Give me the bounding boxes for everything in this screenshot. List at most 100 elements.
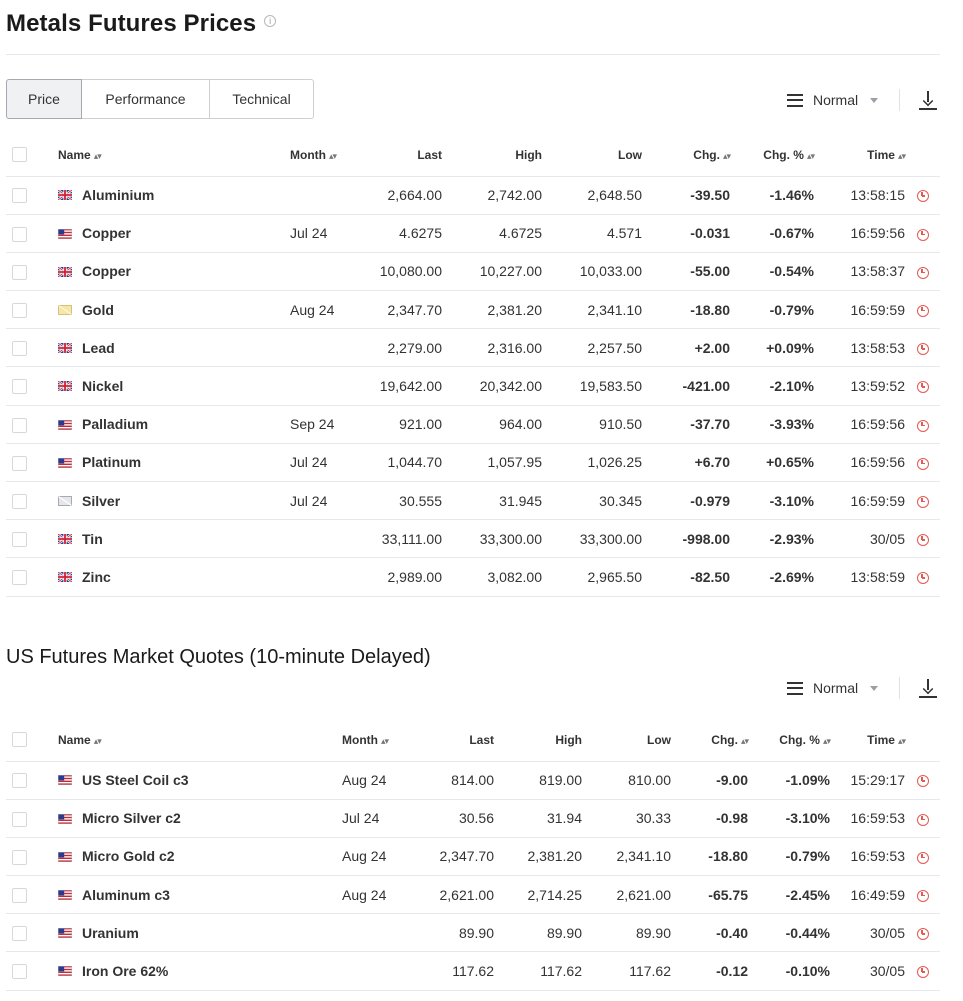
tab-price[interactable]: Price [6,79,82,119]
instrument-name[interactable]: Tin [58,519,290,559]
row-checkbox[interactable] [12,264,27,280]
row-checkbox[interactable] [12,811,27,827]
row-checkbox[interactable] [12,226,27,242]
download-icon[interactable] [919,678,938,698]
table-row[interactable]: Aluminum c3 Aug 24 2,621.00 2,714.25 2,621.0… [6,875,940,915]
row-checkbox[interactable] [12,379,27,395]
instrument-name[interactable]: Micro Gold c2 [58,837,342,877]
tab-technical[interactable]: Technical [209,79,314,119]
select-all-checkbox[interactable] [12,732,27,748]
row-checkbox[interactable] [12,188,27,204]
row-checkbox[interactable] [12,303,27,319]
instrument-name[interactable]: Silver [58,481,290,521]
status-cell [905,214,940,253]
status-cell [905,761,940,800]
row-checkbox[interactable] [12,849,27,865]
instrument-name[interactable]: Copper [58,214,290,253]
col-chg-pct[interactable]: Chg. % ▴▾ [748,719,831,762]
clock-icon [916,928,929,941]
last-update-time: 13:58:15 [814,176,905,215]
view-mode-select[interactable]: Normal [787,92,879,108]
instrument-name[interactable]: Zinc [58,557,290,597]
col-chg[interactable]: Chg. ▴▾ [671,719,749,762]
select-all-checkbox[interactable] [12,147,27,163]
table-row[interactable]: Platinum Jul 24 1,044.70 1,057.95 1,026.25 +6… [6,443,940,483]
table-row[interactable]: Gold Aug 24 2,347.70 2,381.20 2,341.10 -18.80… [6,290,940,330]
table-row[interactable]: Iron Ore 62% 117.62 117.62 117.62 -0.12 -0.10… [6,951,940,991]
row-checkbox[interactable] [12,773,27,789]
contract-month: Aug 24 [290,290,370,330]
table-row[interactable]: Uranium 89.90 89.90 89.90 -0.40 -0.44% 30/05 [6,913,940,953]
contract-month [290,366,370,406]
instrument-name[interactable]: Micro Silver c2 [58,799,342,838]
table-row[interactable]: Lead 2,279.00 2,316.00 2,257.50 +2.00 +0.09% 1… [6,328,940,368]
last-price: 30.555 [370,481,442,521]
row-select-cell [6,443,58,483]
instrument-name[interactable]: Gold [58,290,290,330]
col-name[interactable]: Name ▴▾ [58,719,342,762]
instrument-name[interactable]: Iron Ore 62% [58,951,342,991]
instrument-name[interactable]: Platinum [58,443,290,483]
change-value: -0.12 [671,951,748,991]
instrument-name[interactable]: Lead [58,328,290,368]
instrument-name[interactable]: Aluminium [58,176,290,215]
col-month[interactable]: Month ▴▾ [290,134,370,177]
col-time[interactable]: Time ▴▾ [814,134,906,177]
col-name[interactable]: Name ▴▾ [58,134,290,177]
row-select-cell [6,405,58,444]
change-percent: -2.10% [730,366,814,406]
table-row[interactable]: US Steel Coil c3 Aug 24 814.00 819.00 810.00… [6,761,940,800]
low-price: 117.62 [582,951,671,991]
table-row[interactable]: Copper 10,080.00 10,227.00 10,033.00 -55.00-… [6,252,940,292]
table-row[interactable]: Nickel 19,642.00 20,342.00 19,583.50 -421.00… [6,366,940,406]
table-row[interactable]: Tin 33,111.00 33,300.00 33,300.00 -998.00 -2.… [6,519,940,559]
row-checkbox[interactable] [12,417,27,433]
instrument-name[interactable]: Copper [58,252,290,292]
view-mode-select[interactable]: Normal [787,680,879,696]
instrument-name[interactable]: US Steel Coil c3 [58,761,342,800]
clock-icon [916,304,929,317]
sort-icon: ▴▾ [328,150,337,161]
instrument-name[interactable]: Nickel [58,366,290,406]
row-checkbox[interactable] [12,341,27,357]
row-checkbox[interactable] [12,964,27,980]
contract-month [342,951,414,991]
download-icon[interactable] [919,90,938,110]
row-checkbox[interactable] [12,926,27,942]
table-row[interactable]: Palladium Sep 24 921.00 964.00 910.50 -37.70-… [6,405,940,444]
low-price: 2,648.50 [542,176,642,215]
change-percent: -2.45% [748,875,830,915]
contract-month [290,328,370,368]
row-checkbox[interactable] [12,493,27,509]
table-row[interactable]: Silver Jul 24 30.555 31.945 30.345 -0.979 -3.1… [6,481,940,521]
col-time[interactable]: Time ▴▾ [830,719,906,762]
table-row[interactable]: Micro Silver c2 Jul 24 30.56 31.94 30.33 -0.9… [6,799,940,838]
last-price: 2,347.70 [370,290,442,330]
table-row[interactable]: Copper Jul 24 4.6275 4.6725 4.571 -0.031 -0.67… [6,214,940,253]
row-checkbox[interactable] [12,532,27,548]
clock-icon [916,190,929,203]
col-chg[interactable]: Chg. ▴▾ [642,134,731,177]
uk-flag-icon [58,534,72,545]
col-chg-pct[interactable]: Chg. % ▴▾ [730,134,815,177]
row-checkbox[interactable] [12,888,27,904]
row-select-cell [6,290,58,330]
sort-icon: ▴▾ [740,735,749,746]
sort-icon: ▴▾ [93,735,102,746]
clock-icon [916,813,929,826]
instrument-name[interactable]: Palladium [58,405,290,444]
table-row[interactable]: Micro Gold c2 Aug 24 2,347.70 2,381.20 2,341… [6,837,940,877]
table-row[interactable]: Aluminium 2,664.00 2,742.00 2,648.50 -39.50-… [6,176,940,215]
high-price: 2,316.00 [442,328,542,368]
instrument-name[interactable]: Uranium [58,913,342,953]
table-row[interactable]: Zinc 2,989.00 3,082.00 2,965.50 -82.50 -2.69%… [6,557,940,597]
col-month[interactable]: Month ▴▾ [342,719,414,762]
change-value: -9.00 [671,761,748,800]
info-circle-icon[interactable]: i [264,15,277,27]
row-checkbox[interactable] [12,570,27,586]
instrument-name[interactable]: Aluminum c3 [58,875,342,915]
last-update-time: 30/05 [830,913,905,953]
tab-performance[interactable]: Performance [81,79,210,119]
row-checkbox[interactable] [12,455,27,471]
change-value: -421.00 [642,366,730,406]
